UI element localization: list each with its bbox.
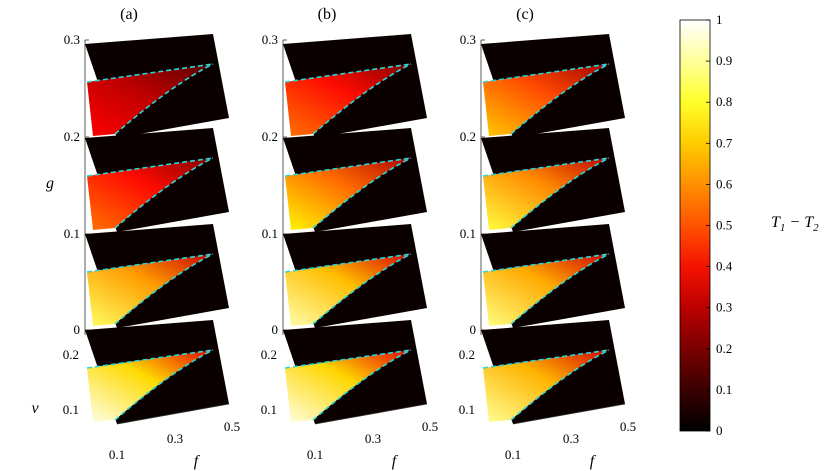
panel-label: (a) — [120, 6, 138, 23]
colorbar-tick-label: 0.4 — [716, 259, 733, 274]
slice-2 — [481, 224, 625, 328]
panel-0: (a) 0 0.1 0.2 0.3 0.1 0.2 0.1 0.3 0.5 f — [63, 6, 240, 470]
boundary-lower — [114, 63, 214, 135]
boundary-lower — [114, 349, 214, 421]
g-tick-label: 0.3 — [262, 32, 278, 47]
boundary-lower — [510, 157, 610, 229]
f-tick-label: 0.1 — [307, 447, 323, 462]
slice-2 — [283, 224, 427, 328]
colorbar-gradient — [679, 19, 711, 432]
v-tick-label: 0.1 — [63, 402, 79, 417]
colorbar-label-minus: − T — [785, 214, 814, 231]
boundary-upper — [86, 349, 214, 369]
g-axis-label: g — [46, 175, 54, 192]
boundary-lower — [114, 253, 214, 325]
colorbar-label: T1 − T2 — [771, 214, 819, 234]
f-axis-line — [314, 403, 428, 425]
colorbar-tick-label: 0.2 — [716, 341, 732, 356]
v-tick-label: 0.1 — [459, 402, 475, 417]
slice-0 — [481, 34, 625, 138]
f-tick-label: 0.1 — [505, 447, 521, 462]
g-tick-label: 0.2 — [262, 129, 278, 144]
colorbar-tick-label: 0.5 — [716, 218, 732, 233]
f-axis-label: f — [590, 453, 597, 470]
slice-2 — [85, 224, 229, 328]
boundary-upper — [284, 63, 412, 83]
colorbar-tick-label: 0.8 — [716, 94, 732, 109]
panel-1: (b) 0 0.1 0.2 0.3 0.1 0.2 0.1 0.3 0.5 f — [261, 6, 438, 470]
boundary-upper — [482, 253, 610, 273]
f-tick-label: 0.1 — [109, 447, 125, 462]
boundary-upper — [284, 157, 412, 177]
v-tick-label: 0.2 — [459, 347, 475, 362]
boundary-lower — [312, 253, 412, 325]
g-tick-label: 0.1 — [460, 226, 476, 241]
f-tick-label: 0.3 — [167, 431, 183, 446]
boundary-upper — [482, 63, 610, 83]
f-tick-label: 0.5 — [620, 419, 636, 434]
slice-1 — [481, 128, 625, 232]
boundary-lower — [312, 63, 412, 135]
g-tick-label: 0.2 — [460, 129, 476, 144]
slice-3 — [85, 320, 229, 424]
f-axis-line — [512, 403, 626, 425]
boundary-lower — [510, 63, 610, 135]
boundary-lower — [114, 157, 214, 229]
g-tick-label: 0 — [272, 322, 279, 337]
colorbar-tick-label: 0 — [716, 423, 723, 438]
f-tick-label: 0.3 — [563, 431, 579, 446]
colorbar-label-sub1: 1 — [780, 222, 786, 234]
colorbar-tick-label: 0.3 — [716, 300, 732, 315]
v-axis-label: v — [31, 400, 39, 417]
slice-3 — [481, 320, 625, 424]
g-tick-label: 0.2 — [64, 129, 80, 144]
panel-label: (b) — [318, 6, 337, 23]
slice-1 — [283, 128, 427, 232]
v-tick-label: 0.1 — [261, 402, 277, 417]
slice-0 — [85, 34, 229, 138]
colorbar-tick-label: 0.9 — [716, 53, 732, 68]
g-tick-label: 0.3 — [64, 32, 80, 47]
colorbar-label-sub2: 2 — [813, 222, 819, 234]
boundary-lower — [312, 349, 412, 421]
boundary-upper — [86, 63, 214, 83]
boundary-upper — [284, 253, 412, 273]
boundary-upper — [482, 157, 610, 177]
f-axis-label: f — [392, 453, 399, 470]
boundary-lower — [510, 253, 610, 325]
panel-2: (c) 0 0.1 0.2 0.3 0.1 0.2 0.1 0.3 0.5 f — [459, 6, 636, 470]
g-tick-label: 0.3 — [460, 32, 476, 47]
colorbar-tick-label: 0.1 — [716, 382, 732, 397]
slice-0 — [283, 34, 427, 138]
v-tick-label: 0.2 — [63, 347, 79, 362]
f-tick-label: 0.5 — [422, 419, 438, 434]
colorbar-tick-label: 0.6 — [716, 176, 733, 191]
colorbar-label-main: T — [771, 214, 781, 231]
boundary-upper — [86, 253, 214, 273]
boundary-upper — [86, 157, 214, 177]
panel-label: (c) — [516, 6, 534, 23]
g-tick-label: 0 — [470, 322, 477, 337]
boundary-upper — [482, 349, 610, 369]
g-tick-label: 0 — [74, 322, 81, 337]
colorbar-tick-label: 0.7 — [716, 135, 733, 150]
f-axis-line — [116, 403, 230, 425]
f-tick-label: 0.3 — [365, 431, 381, 446]
g-tick-label: 0.1 — [64, 226, 80, 241]
slice-3 — [283, 320, 427, 424]
boundary-lower — [312, 157, 412, 229]
v-tick-label: 0.2 — [261, 347, 277, 362]
g-tick-label: 0.1 — [262, 226, 278, 241]
colorbar-tick-label: 1 — [716, 12, 723, 27]
f-axis-label: f — [194, 453, 201, 470]
f-tick-label: 0.5 — [224, 419, 240, 434]
boundary-lower — [510, 349, 610, 421]
panels: (a) 0 0.1 0.2 0.3 0.1 0.2 0.1 0.3 0.5 f (b) 0 0.1 0.2 0… — [31, 6, 636, 470]
boundary-upper — [284, 349, 412, 369]
slice-1 — [85, 128, 229, 232]
